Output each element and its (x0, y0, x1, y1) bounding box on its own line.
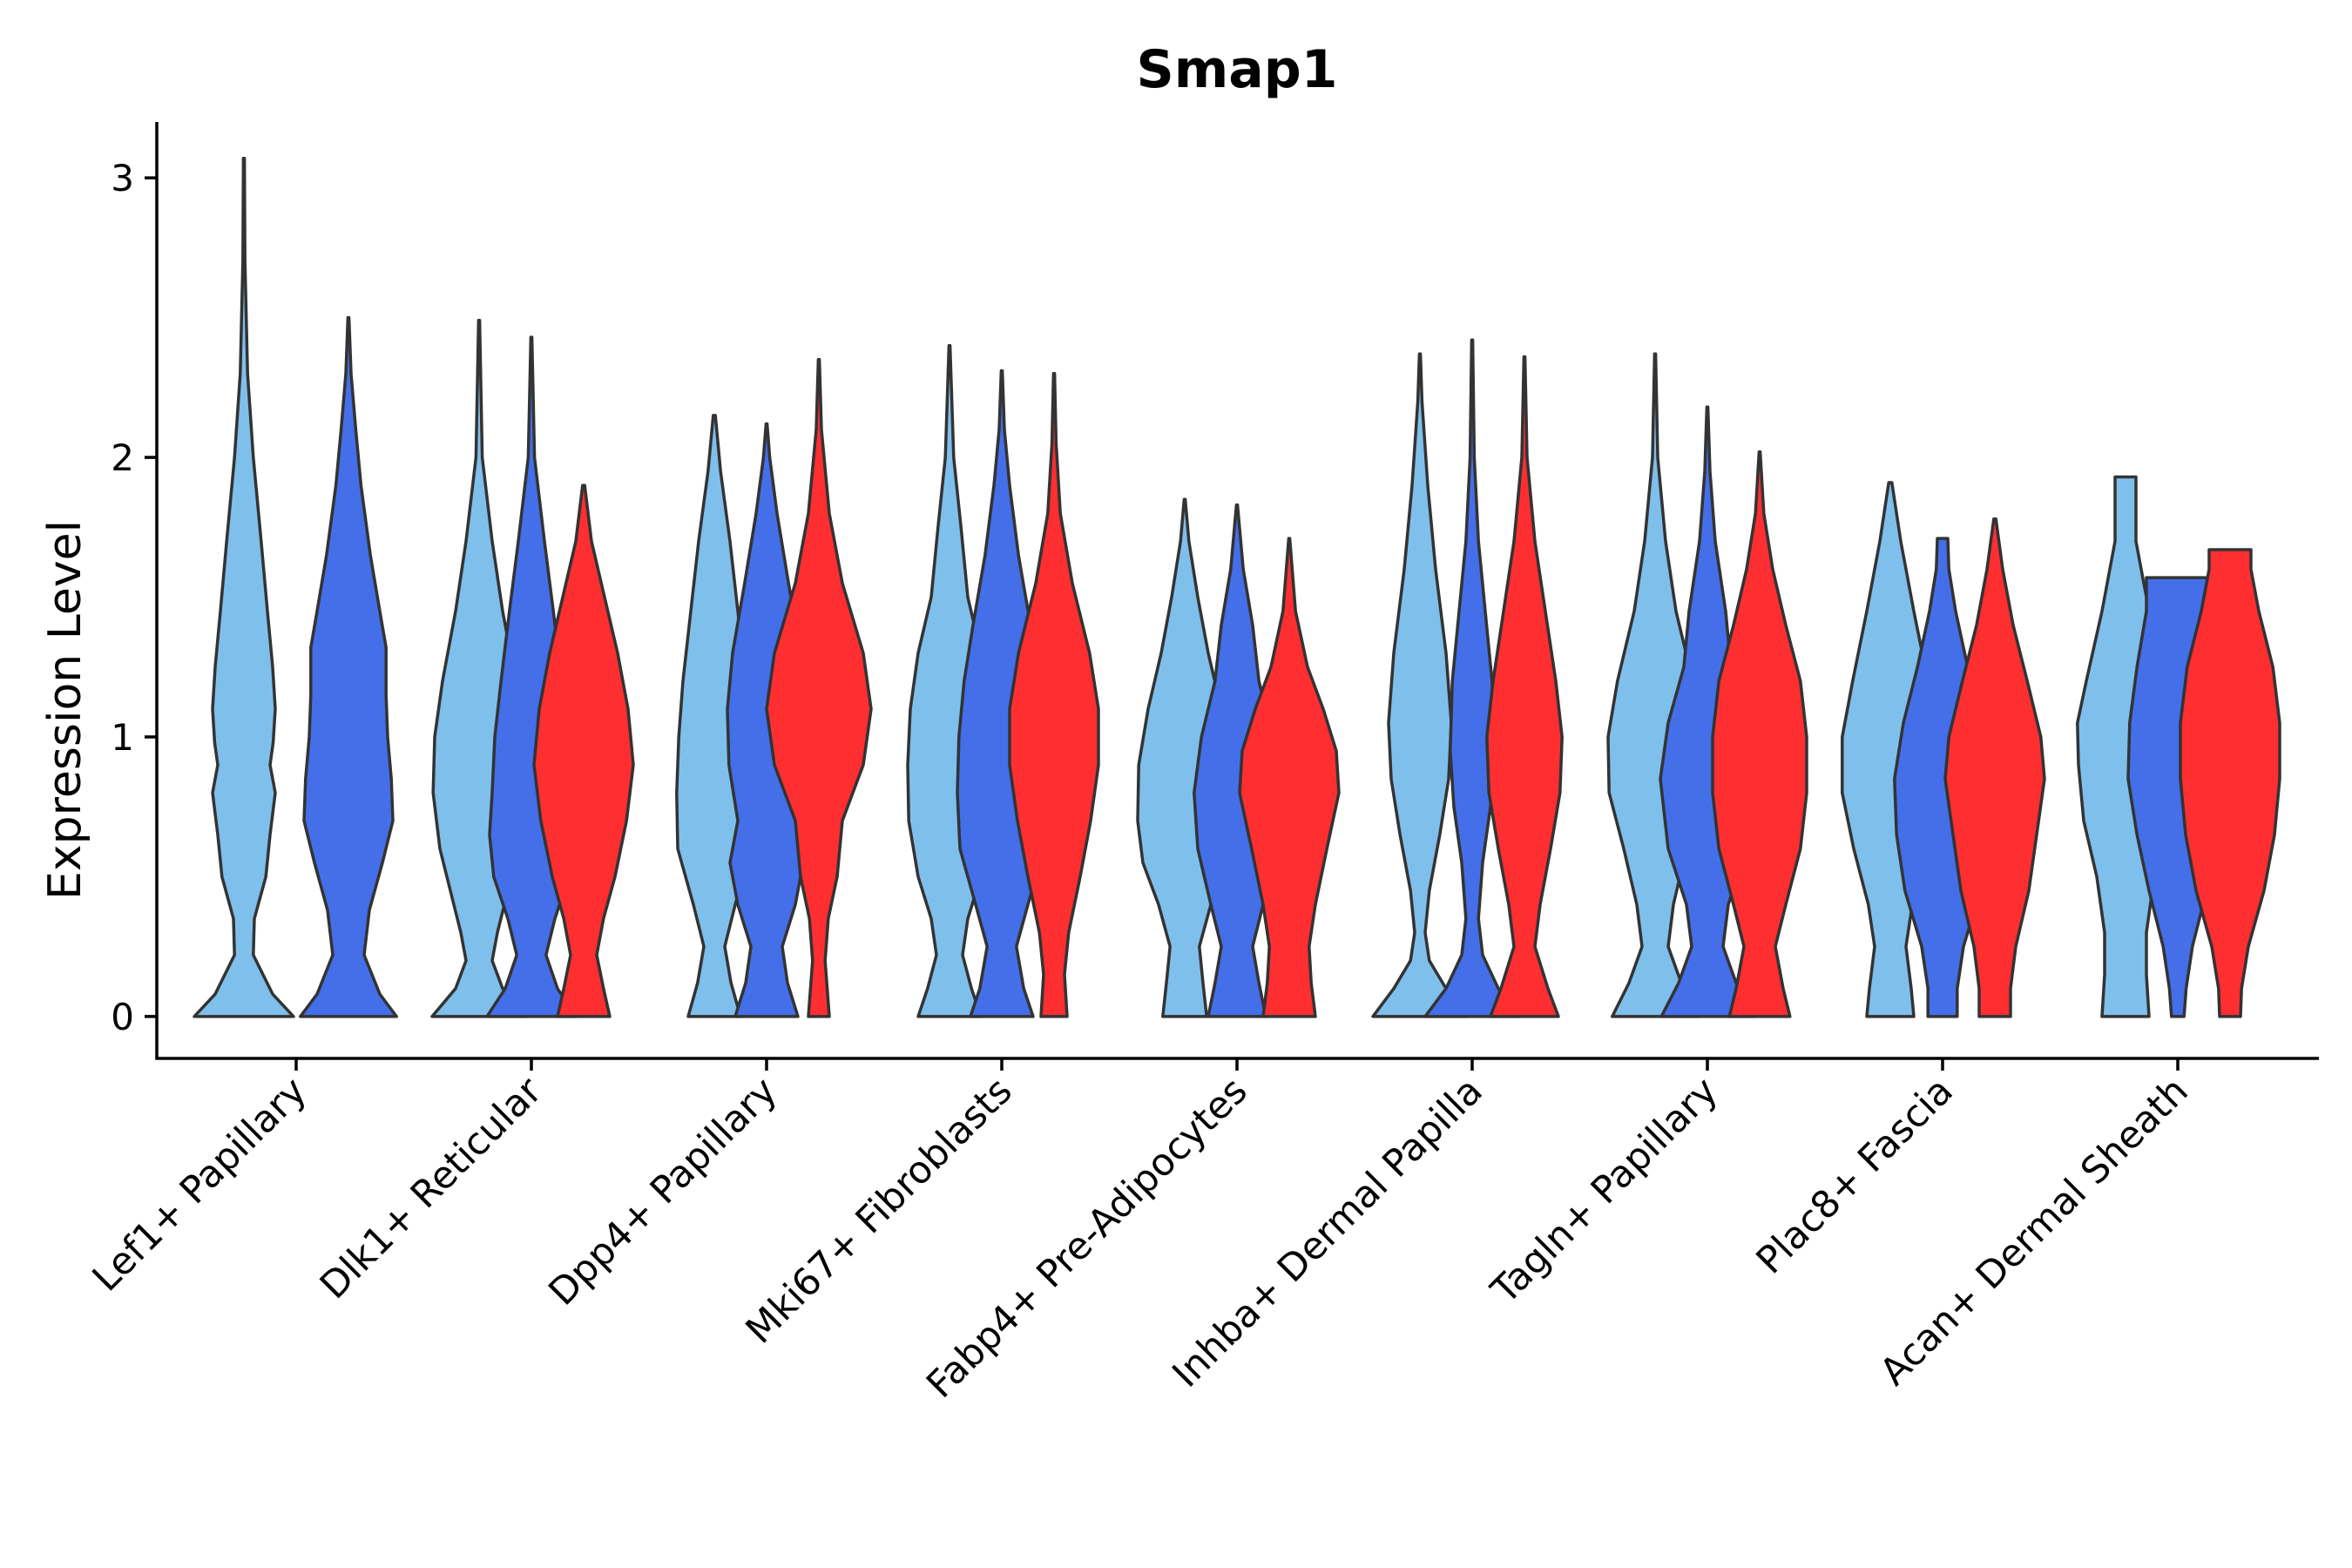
x-tick-label-8: Plac8+ Fascia (1748, 1069, 1962, 1282)
violin-1-2 (299, 315, 398, 1018)
y-tick-label-1: 1 (111, 716, 134, 759)
y-tick-label-2: 2 (111, 436, 134, 479)
x-tick-label-3: Dpp4+ Papillary (541, 1069, 786, 1314)
violin-6-3 (1485, 355, 1564, 1018)
violin-8-3 (1943, 517, 2046, 1018)
violins-layer (193, 156, 2281, 1018)
violin-2-3 (532, 483, 635, 1018)
chart-title: Smap1 (1137, 39, 1338, 100)
violin-6-2 (1423, 338, 1521, 1018)
violin-6-1 (1371, 352, 1469, 1018)
y-tick-label-0: 0 (111, 996, 134, 1038)
violin-7-3 (1711, 449, 1808, 1018)
violin-3-3 (765, 358, 873, 1018)
x-tick-label-7: Tagln+ Papillary (1483, 1069, 1727, 1313)
y-tick-label-3: 3 (111, 157, 134, 199)
violin-9-3 (2179, 548, 2281, 1018)
violin-4-3 (1008, 372, 1100, 1018)
y-axis-title: Expression Level (39, 520, 91, 900)
violin-1-1 (193, 156, 295, 1018)
violin-5-3 (1238, 537, 1341, 1018)
x-tick-label-4: Mki67+ Fibroblasts (738, 1069, 1021, 1352)
x-tick-label-2: Dlk1+ Reticular (312, 1069, 551, 1308)
x-tick-label-1: Lef1+ Papillary (84, 1069, 315, 1300)
